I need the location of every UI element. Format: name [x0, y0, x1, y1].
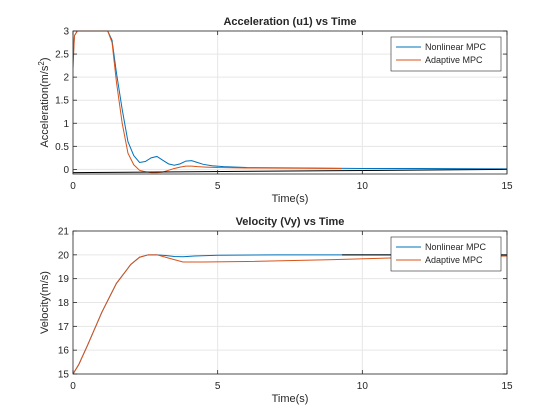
- acceleration-x-axis-label: Time(s): [272, 193, 309, 205]
- acceleration-x-tick-label: 0: [70, 181, 76, 192]
- velocity-y-axis-label-main: Velocity(m/s): [39, 271, 51, 334]
- acceleration-chart: 0 5 10 15 0 0.5 1 1.5 2 2.5 3 Acceleration (u1) vs …: [37, 16, 513, 205]
- velocity-chart: 0 5 10 15 15 16 17 18 19 20 21 Velocity (Vy) vs Tim…: [39, 216, 513, 405]
- acceleration-y-tick-label: 0.5: [55, 142, 69, 153]
- velocity-y-tick-label: 15: [58, 370, 70, 381]
- acceleration-y-tick-label: 1.5: [55, 96, 69, 107]
- velocity-x-tick-label: 10: [357, 381, 369, 392]
- velocity-x-axis-label: Time(s): [272, 393, 309, 405]
- acceleration-axes-box: [72, 30, 508, 175]
- acceleration-y-tick-label: 2.5: [55, 50, 69, 61]
- acceleration-series-adaptive-mpc-line: [73, 30, 343, 174]
- acceleration-legend-label: Nonlinear MPC: [425, 42, 487, 52]
- velocity-y-tick-label: 20: [58, 250, 70, 261]
- acceleration-x-tick-label: 10: [357, 181, 369, 192]
- acceleration-legend-box: [390, 36, 502, 72]
- acceleration-y-tick-label: 3: [63, 27, 69, 38]
- velocity-legend-label: Adaptive MPC: [425, 255, 483, 265]
- velocity-series-adaptive-mpc-line: [73, 254, 507, 375]
- velocity-legend: Nonlinear MPC Adaptive MPC: [390, 236, 502, 272]
- velocity-y-tick-label: 21: [58, 227, 70, 238]
- velocity-x-tick-label: 5: [215, 381, 221, 392]
- velocity-y-tick-label: 19: [58, 274, 70, 285]
- acceleration-y-tick-label: 1: [63, 119, 69, 130]
- acceleration-legend: Nonlinear MPC Adaptive MPC: [390, 36, 502, 72]
- acceleration-y-axis-label: Acceleration(m/s2): [37, 57, 52, 147]
- acceleration-legend-label: Adaptive MPC: [425, 55, 483, 65]
- acceleration-y-tick-label: 0: [63, 165, 69, 176]
- velocity-legend-box: [390, 236, 502, 272]
- velocity-x-tick-label: 0: [70, 381, 76, 392]
- acceleration-y-axis-label-main: Acceleration(m/s: [39, 65, 51, 147]
- acceleration-y-axis-label-suffix: ): [39, 57, 51, 61]
- velocity-chart-title: Velocity (Vy) vs Time: [236, 216, 345, 228]
- velocity-x-tick-label: 15: [501, 381, 513, 392]
- velocity-legend-label: Nonlinear MPC: [425, 242, 487, 252]
- acceleration-series-reference-line: [73, 168, 507, 174]
- acceleration-chart-title: Acceleration (u1) vs Time: [223, 16, 356, 28]
- acceleration-x-tick-label: 15: [501, 181, 513, 192]
- acceleration-series-nonlinear-mpc-line: [73, 30, 507, 170]
- velocity-y-axis-label: Velocity(m/s): [39, 271, 51, 334]
- acceleration-y-axis-label-superscript: 2: [37, 61, 46, 66]
- velocity-y-tick-label: 16: [58, 346, 70, 357]
- acceleration-y-tick-label: 2: [63, 73, 69, 84]
- velocity-y-tick-label: 17: [58, 322, 70, 333]
- acceleration-x-tick-label: 5: [215, 181, 221, 192]
- velocity-y-tick-label: 18: [58, 298, 70, 309]
